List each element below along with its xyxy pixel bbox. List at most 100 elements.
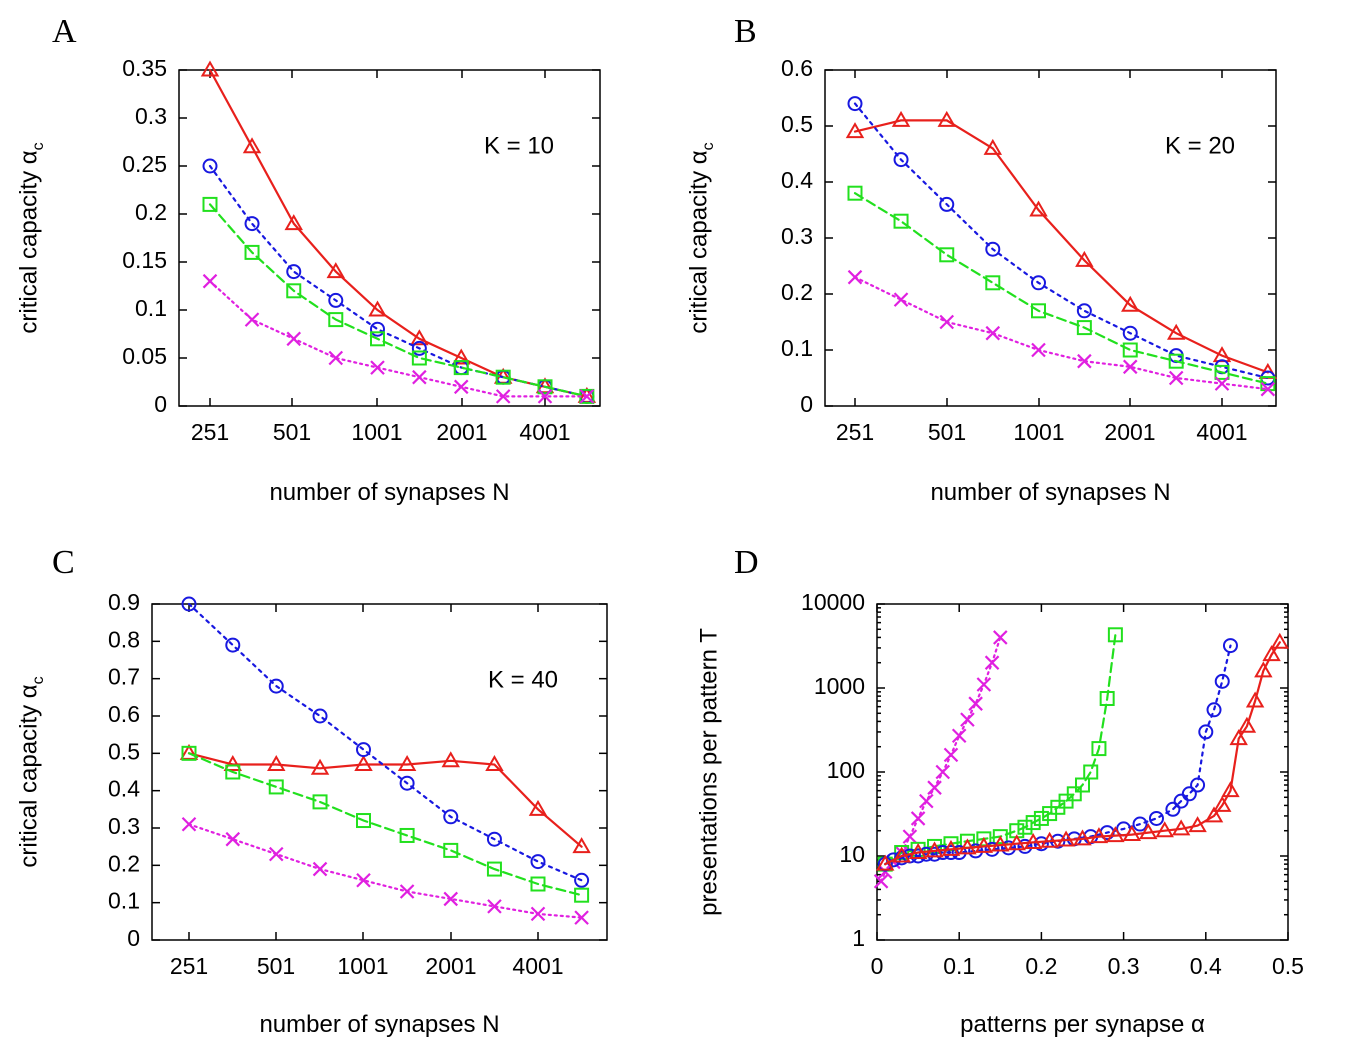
data-point	[200, 60, 220, 77]
data-point	[985, 325, 1001, 341]
data-point	[312, 861, 328, 877]
data-point	[1076, 320, 1092, 336]
data-point	[441, 751, 460, 768]
data-point	[453, 379, 469, 395]
x-axis-ticks: 251 501 1001 2001 4001	[836, 70, 1248, 445]
data-point	[530, 876, 546, 892]
data-point	[1171, 819, 1191, 836]
data-point	[443, 891, 459, 907]
data-point	[452, 348, 471, 365]
x-tick-label: 0.1	[943, 953, 975, 979]
series-line	[187, 752, 583, 848]
y-axis-label-subscript: c	[30, 142, 47, 150]
data-point	[572, 837, 591, 854]
data-point	[1077, 353, 1092, 369]
data-point	[244, 216, 260, 232]
y-tick-label: 0.8	[108, 626, 140, 652]
data-point	[1007, 834, 1026, 851]
k-annotation: K = 40	[488, 666, 558, 693]
data-point	[537, 379, 553, 395]
data-point	[937, 110, 956, 127]
data-point	[242, 137, 262, 154]
data-point	[925, 841, 944, 858]
y-tick-label: 100	[827, 757, 865, 783]
data-point	[202, 196, 218, 212]
y-tick-label: 0.5	[108, 738, 140, 764]
data-point	[225, 637, 241, 653]
panel-letter: D	[734, 544, 759, 581]
panel-letter: B	[734, 13, 757, 50]
data-point	[1076, 303, 1092, 319]
data-point	[370, 360, 385, 375]
data-point	[1122, 825, 1142, 842]
y-tick-label: 0.7	[108, 664, 140, 690]
data-point	[983, 138, 1003, 155]
x-tick-label: 501	[257, 953, 295, 979]
data-point	[495, 369, 511, 385]
data-point	[919, 793, 934, 809]
data-point	[1222, 638, 1238, 654]
data-point	[326, 262, 346, 279]
data-point	[1173, 793, 1189, 809]
panel-d: D 1 10 100 1000 10000 0 0.1 0.2 0.3 0.4 0.5 patterns…	[695, 544, 1304, 1038]
data-point	[877, 864, 893, 879]
data-point	[1165, 801, 1181, 817]
data-point	[268, 779, 284, 795]
series-line	[187, 823, 583, 919]
data-point	[267, 755, 286, 772]
data-point	[485, 755, 504, 772]
data-point	[368, 300, 387, 317]
x-tick-label: 1001	[1013, 419, 1064, 445]
data-point	[1033, 836, 1049, 852]
series-x	[181, 816, 589, 925]
data-point	[1017, 819, 1033, 835]
x-tick-label: 251	[836, 419, 874, 445]
data-point	[443, 809, 459, 825]
data-point	[181, 745, 197, 761]
panel-letter: C	[52, 544, 75, 581]
x-axis-label: number of synapses N	[930, 479, 1170, 506]
x-tick-label: 4001	[1196, 419, 1247, 445]
data-point	[1031, 275, 1046, 291]
y-tick-label: 0.3	[108, 813, 140, 839]
data-point	[399, 775, 415, 791]
series-x	[847, 269, 1276, 397]
plot-frame	[151, 603, 608, 941]
series-line	[187, 602, 583, 882]
data-point	[1206, 702, 1222, 718]
series-triangle	[200, 60, 597, 403]
data-point	[356, 813, 371, 829]
data-point	[530, 906, 546, 922]
x-axis-ticks: 251 501 1001 2001 4001	[191, 70, 571, 445]
data-point	[1168, 370, 1184, 386]
data-point	[1214, 376, 1230, 391]
y-tick-label: 0.1	[781, 335, 813, 361]
data-point	[951, 728, 967, 744]
data-point	[1107, 627, 1123, 643]
data-point	[1017, 838, 1033, 854]
series-square	[847, 185, 1276, 392]
data-point	[312, 794, 328, 810]
y-tick-label: 0.25	[122, 151, 167, 177]
data-point	[328, 312, 344, 328]
data-point	[1083, 764, 1099, 780]
data-point	[1245, 691, 1265, 708]
data-point	[453, 360, 469, 376]
y-tick-label: 0.2	[108, 850, 140, 876]
data-point	[847, 269, 863, 285]
x-tick-label: 0.3	[1108, 953, 1140, 979]
data-point	[993, 630, 1008, 645]
series-line	[884, 644, 1232, 866]
data-point	[847, 185, 863, 201]
data-point	[873, 874, 889, 889]
data-point	[1075, 777, 1090, 793]
data-point	[225, 831, 241, 847]
data-point	[399, 884, 415, 899]
y-tick-label: 0	[800, 391, 813, 417]
data-point	[202, 158, 218, 174]
y-tick-label: 0.9	[108, 589, 140, 615]
plot-frame	[178, 69, 601, 407]
data-point	[1214, 364, 1230, 380]
